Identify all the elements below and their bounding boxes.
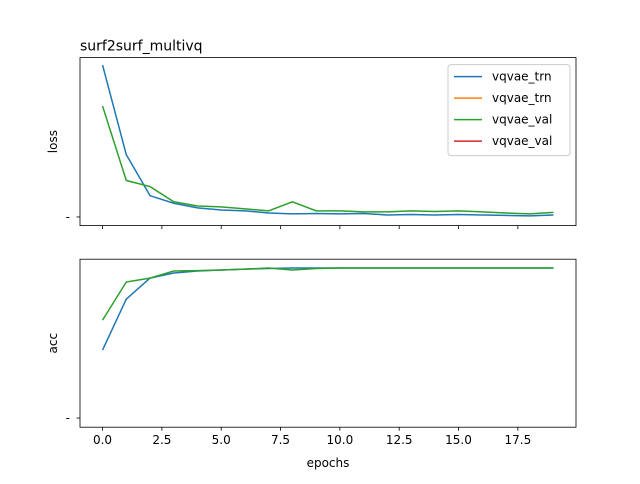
y-tick-label: - — [66, 210, 70, 224]
y-axis-label: loss — [46, 130, 60, 153]
legend-label: vqvae_val — [492, 134, 552, 148]
series-line — [101, 105, 554, 215]
series-line — [101, 267, 554, 351]
x-tick-label: 12.5 — [386, 433, 413, 447]
axes-frame — [79, 258, 577, 428]
x-tick-label: 5.0 — [212, 433, 231, 447]
x-tick-label: 15.0 — [445, 433, 472, 447]
y-axis-label: acc — [46, 333, 60, 354]
legend-label: vqvae_trn — [492, 70, 552, 84]
x-axis-label: epochs — [307, 456, 350, 470]
x-tick-label: 10.0 — [327, 433, 354, 447]
x-tick-label: 2.5 — [152, 433, 171, 447]
x-tick-label: 7.5 — [271, 433, 290, 447]
x-tick-label: 0.0 — [93, 433, 112, 447]
x-tick-label: 17.5 — [504, 433, 531, 447]
legend-box — [447, 64, 571, 157]
axes-frame — [79, 57, 577, 226]
y-tick-label: - — [66, 411, 70, 425]
legend-label: vqvae_trn — [492, 91, 552, 105]
series-line — [101, 64, 554, 217]
legend-label: vqvae_val — [492, 113, 552, 127]
chart-title: surf2surf_multivq — [80, 39, 203, 55]
series-line — [101, 267, 554, 321]
